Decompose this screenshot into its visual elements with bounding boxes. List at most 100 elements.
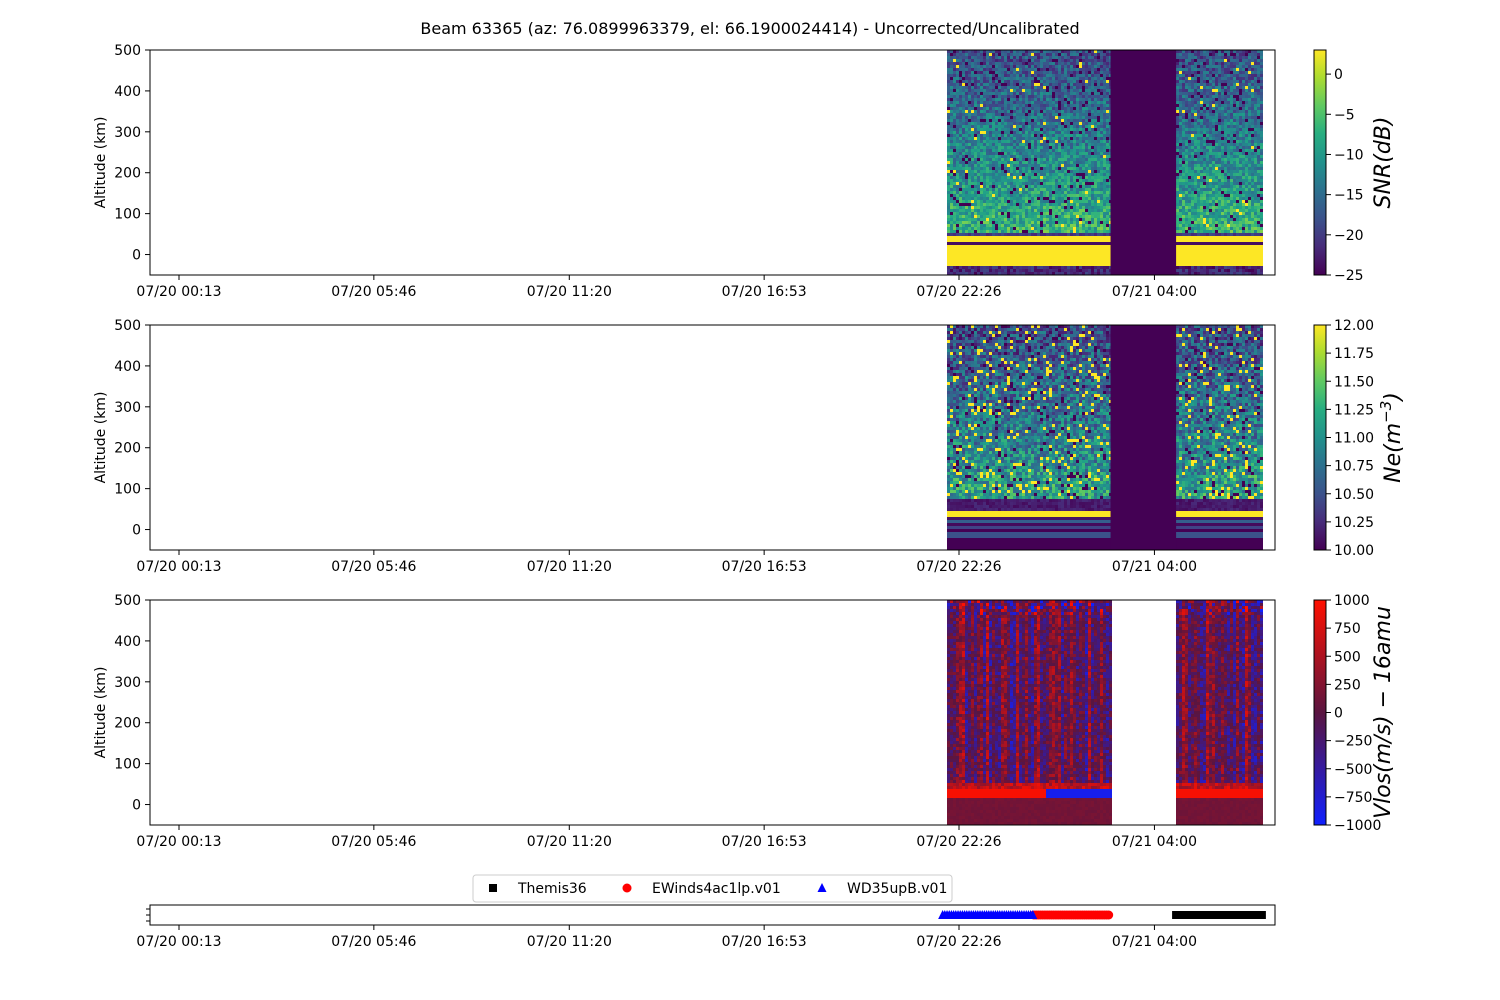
y-tick-label: 500 [114,593,141,609]
mode-markers [938,910,1266,920]
colorbar-tick-label: −250 [1334,734,1372,750]
colorbar-tick-label: −25 [1334,268,1364,284]
colorbar-label-exp: −3 [1377,401,1395,423]
x-tick-label: 07/20 05:46 [331,284,416,300]
x-tick-label: 07/21 04:00 [1112,284,1197,300]
colorbar-gradient [1313,49,1327,276]
x-tick-label: 07/20 22:26 [916,559,1001,575]
gap-fill [1110,50,1177,275]
colorbar-tick-label: 11.75 [1334,346,1374,362]
x-tick-label: 07/20 11:20 [527,559,612,575]
legend-label: WD35upB.v01 [847,881,947,897]
colorbar-tick-label: 750 [1334,621,1361,637]
x-tick-label: 07/21 04:00 [1112,834,1197,850]
panel-snr: 0 100 200 300 400 500 Altitude (km) 07/20 00:13… [93,43,1396,300]
x-tick-label: 07/20 05:46 [331,934,416,950]
colorbar-tick-label: 10.75 [1334,459,1374,475]
colorbar-tick-label: −1000 [1334,818,1381,834]
x-tick-label: 07/20 16:53 [722,834,807,850]
colorbar-gradient [1313,599,1327,826]
marker-EWinds4ac1lp.v01 [1104,910,1114,920]
heatmap-snr [947,50,1263,275]
colorbar-gradient [1313,324,1327,551]
y-tick-label: 0 [132,523,141,539]
colorbar-snr: 0 −5 −10 −15 −20 −25 SNR(dB) [1313,49,1396,284]
x-tick-label: 07/20 22:26 [916,934,1001,950]
legend-label: Themis36 [517,881,587,897]
x-tick-label: 07/20 00:13 [136,934,221,950]
axes-frame [149,599,1276,826]
colorbar-tick-label: 12.00 [1334,318,1374,334]
legend-label: EWinds4ac1lp.v01 [652,881,781,897]
colorbar-tick-label: 0 [1334,706,1343,722]
figure-title: Beam 63365 (az: 76.0899963379, el: 66.19… [420,19,1079,38]
colorbar-vlos: 1000 750 500 250 0 −250 −500 −750 −1000Vlos(m/s)… [1313,593,1396,834]
colorbar-label-close: ) [1381,392,1406,403]
y-tick-label: 300 [114,675,141,691]
x-tick-label: 07/20 00:13 [136,834,221,850]
colorbar-label: Ne(m−3) [1377,392,1406,483]
x-tick-label: 07/20 05:46 [331,834,416,850]
panel-ne: 0 100 200 300 400 500 Altitude (km) 07/20 00:13… [93,318,1406,575]
colorbar-label-base: Ne(m [1381,423,1406,483]
y-tick-label: 300 [114,125,141,141]
x-tick-label: 07/20 22:26 [916,834,1001,850]
y-tick-label: 0 [132,798,141,814]
y-axis-label: Altitude (km) [93,117,109,209]
y-tick-label: 300 [114,400,141,416]
colorbar-tick-label: 0 [1334,67,1343,83]
x-tick-label: 07/20 00:13 [136,559,221,575]
legend-marker-Themis36 [489,884,497,892]
colorbar-tick-label: −750 [1334,790,1372,806]
y-tick-label: 100 [114,207,141,223]
legend-marker-EWinds4ac1lp.v01 [622,883,632,893]
marker-WD35upB.v01 [1028,910,1038,919]
colorbar-label: SNR(dB) [1371,117,1396,209]
colorbar-tick-label: −10 [1334,147,1364,163]
colorbar-tick-label: 11.50 [1334,374,1374,390]
colorbar-tick-label: 500 [1334,649,1361,665]
colorbar-ne: 12.00 11.75 11.50 11.25 11.00 10.75 10.50 10.25… [1313,318,1406,559]
x-tick-label: 07/20 11:20 [527,834,612,850]
y-tick-label: 100 [114,482,141,498]
x-tick-label: 07/20 05:46 [331,559,416,575]
axes-frame [149,49,1276,276]
legend-box [472,874,953,903]
colorbar-tick-label: 10.50 [1334,487,1374,503]
heatmap-ne [947,325,1263,550]
y-tick-label: 400 [114,634,141,650]
y-tick-label: 200 [114,166,141,182]
x-tick-label: 07/20 00:13 [136,284,221,300]
colorbar-label: Vlos(m/s) − 16amu [1371,606,1396,819]
y-tick-label: 0 [132,248,141,264]
colorbar-tick-label: −500 [1334,762,1372,778]
marker-Themis36 [1257,911,1266,919]
colorbar-tick-label: 11.25 [1334,402,1374,418]
y-tick-label: 400 [114,359,141,375]
panel-modes: 07/20 00:13 07/20 05:46 07/20 11:20 07/20 1… [136,874,1276,950]
y-tick-label: 200 [114,441,141,457]
colorbar-tick-label: 11.00 [1334,431,1374,447]
y-tick-label: 200 [114,716,141,732]
axes-frame [149,324,1276,551]
y-axis-label: Altitude (km) [93,392,109,484]
y-tick-label: 100 [114,757,141,773]
y-tick-label: 500 [114,43,141,59]
x-tick-label: 07/20 11:20 [527,934,612,950]
x-tick-label: 07/20 16:53 [722,559,807,575]
y-tick-label: 500 [114,318,141,334]
x-tick-label: 07/21 04:00 [1112,559,1197,575]
y-axis-label: Altitude (km) [93,667,109,759]
x-tick-label: 07/20 22:26 [916,284,1001,300]
y-tick-label: 400 [114,84,141,100]
colorbar-tick-label: 250 [1334,677,1361,693]
colorbar-tick-label: −20 [1334,228,1364,244]
x-tick-label: 07/20 11:20 [527,284,612,300]
colorbar-tick-label: 10.25 [1334,515,1374,531]
x-tick-label: 07/20 16:53 [722,284,807,300]
colorbar-tick-label: −5 [1334,107,1355,123]
panel-vlos: 0 100 200 300 400 500 Altitude (km) 07/20 00:13… [93,593,1396,850]
colorbar-tick-label: −15 [1334,188,1364,204]
legend-marker-WD35upB.v01 [817,883,827,892]
